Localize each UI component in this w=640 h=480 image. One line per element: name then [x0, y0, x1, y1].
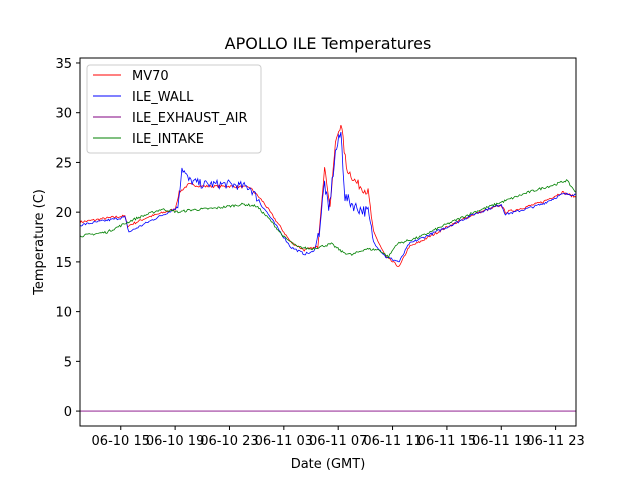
legend: MV70 ILE_WALL ILE_EXHAUST_AIR ILE_INTAKE: [86, 64, 262, 154]
x-axis-label: Date (GMT): [291, 457, 366, 472]
y-axis-ticks: 0 5 10 15 20 25 30 35: [55, 57, 80, 420]
y-axis-label: Temperature (C): [32, 189, 47, 296]
legend-label: ILE_EXHAUST_AIR: [132, 111, 248, 126]
y-tick-label: 20: [55, 206, 72, 221]
x-tick-label: 06-11 15: [418, 434, 476, 449]
plot-area: [80, 124, 576, 412]
legend-label: ILE_INTAKE: [132, 132, 204, 147]
y-tick-label: 10: [55, 306, 72, 321]
x-tick-label: 06-10 23: [200, 434, 258, 449]
chart-title: APOLLO ILE Temperatures: [225, 34, 432, 53]
y-tick-label: 30: [55, 107, 72, 122]
y-tick-label: 5: [64, 355, 72, 370]
x-tick-label: 06-10 15: [92, 434, 150, 449]
x-tick-label: 06-11 19: [472, 434, 530, 449]
series-line-ile-wall: [80, 131, 576, 263]
x-tick-label: 06-11 23: [526, 434, 584, 449]
y-tick-label: 15: [55, 256, 72, 271]
legend-box: [86, 64, 262, 154]
x-tick-label: 06-10 19: [146, 434, 204, 449]
x-tick-label: 06-11 03: [255, 434, 313, 449]
legend-label: MV70: [132, 69, 169, 84]
y-tick-label: 25: [55, 156, 72, 171]
x-tick-label: 06-11 11: [363, 434, 421, 449]
x-tick-label: 06-11 07: [309, 434, 367, 449]
y-tick-label: 35: [55, 57, 72, 72]
legend-label: ILE_WALL: [132, 90, 194, 105]
series-line-mv70: [80, 124, 576, 267]
axes-frame: [79, 57, 577, 427]
y-tick-label: 0: [64, 405, 72, 420]
series-line-ile-intake: [80, 179, 576, 259]
